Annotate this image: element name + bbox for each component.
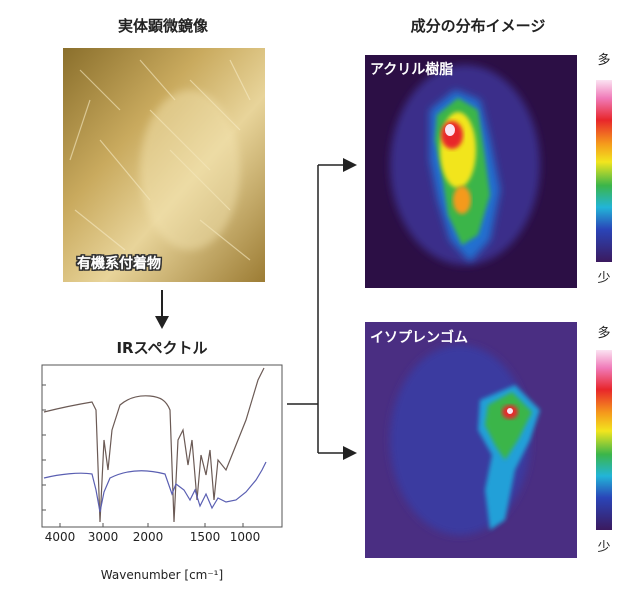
map-label: アクリル樹脂 (370, 61, 453, 78)
x-tick-label: 2000 (133, 530, 164, 544)
x-tick-label: 4000 (45, 530, 76, 544)
scale-high: 多 (597, 52, 610, 68)
color-scale (596, 350, 612, 530)
diagram: 実体顕微鏡像 有機系付着物 IRスペクトル 4000 3000 2000 150… (0, 0, 639, 598)
scale-high: 多 (597, 325, 610, 341)
spectrum-plot (42, 365, 282, 527)
x-tick-label: 1500 (190, 530, 221, 544)
distribution-map (365, 55, 577, 288)
x-tick-label: 3000 (88, 530, 119, 544)
microscope-title: 実体顕微鏡像 (118, 17, 209, 35)
arrowhead (155, 316, 169, 329)
microscope-image (63, 48, 265, 282)
arrowhead (343, 158, 357, 172)
color-scale (596, 80, 612, 262)
x-axis-label: Wavenumber [cm⁻¹] (101, 568, 223, 582)
distribution-map (365, 322, 577, 558)
microscope-label: 有機系付着物 (77, 255, 161, 272)
spectrum-title: IRスペクトル (116, 339, 207, 357)
scale-low: 少 (597, 271, 610, 286)
x-tick-label: 1000 (230, 530, 261, 544)
arrowhead (343, 446, 357, 460)
scale-low: 少 (597, 540, 610, 555)
connector (287, 165, 345, 453)
map-title: 成分の分布イメージ (411, 17, 546, 35)
map-label: イソプレンゴム (370, 329, 468, 346)
